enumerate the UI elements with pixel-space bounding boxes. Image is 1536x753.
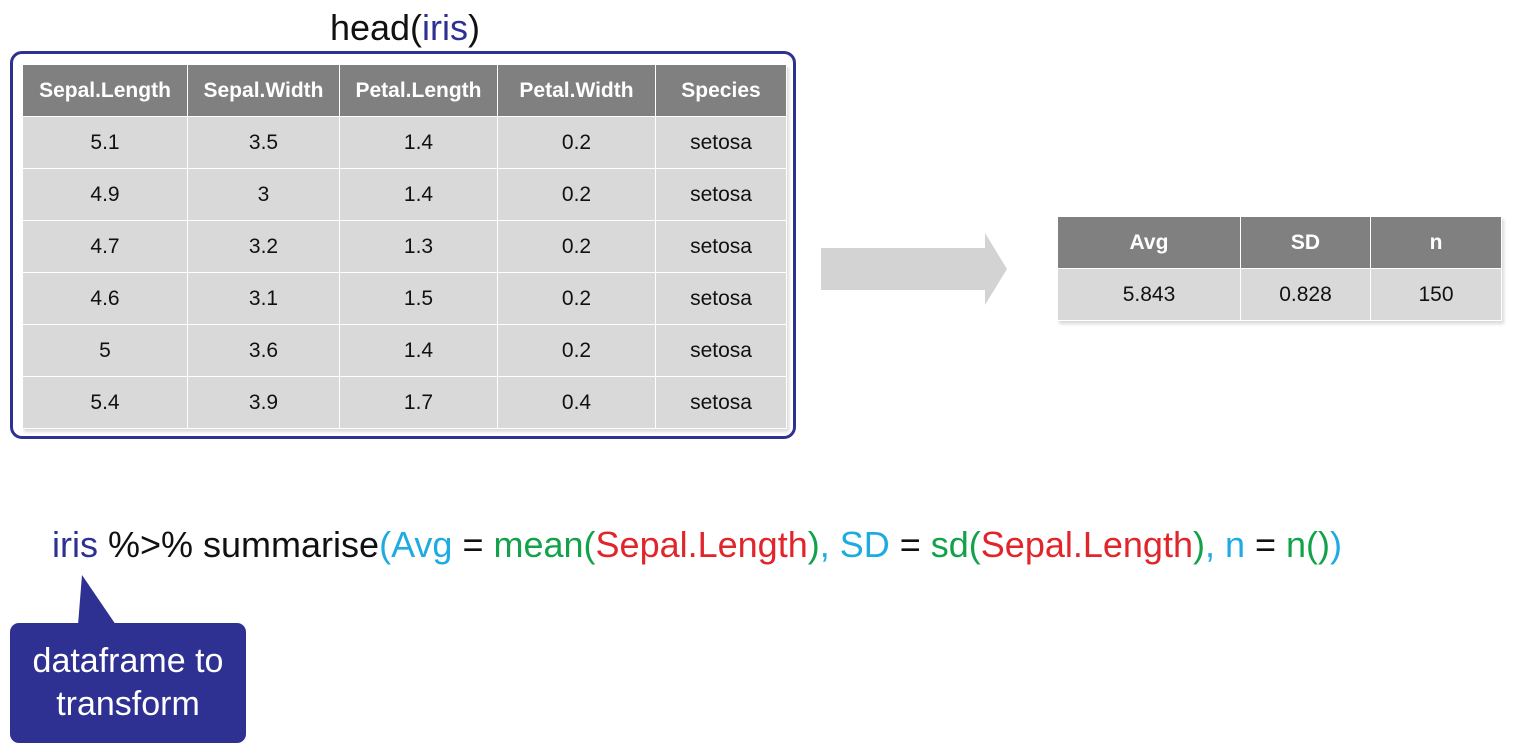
code-token: mean( xyxy=(493,524,596,565)
table-cell: 150 xyxy=(1370,268,1502,321)
code-token: ) xyxy=(1330,524,1343,565)
table-cell: 0.4 xyxy=(497,376,656,429)
summary-header-row: Avg SD n xyxy=(1057,216,1502,269)
table-cell: 5.4 xyxy=(22,376,188,429)
table-cell: 0.2 xyxy=(497,220,656,273)
arrow-shape xyxy=(821,233,1007,305)
table-cell: 1.7 xyxy=(339,376,498,429)
table-cell: 1.4 xyxy=(339,116,498,169)
table-cell: 0.2 xyxy=(497,116,656,169)
header-avg: Avg xyxy=(1057,216,1241,269)
table-row: 4.7 3.2 1.3 0.2 setosa xyxy=(22,220,787,273)
code-token: , SD xyxy=(819,524,890,565)
table-cell: 0.2 xyxy=(497,324,656,377)
title-prefix: head( xyxy=(329,7,423,48)
callout-pointer xyxy=(78,575,116,625)
table-cell: 1.4 xyxy=(339,168,498,221)
summarise-code-line: iris %>% summarise(Avg = mean(Sepal.Leng… xyxy=(52,520,1342,570)
title-suffix: ) xyxy=(468,7,481,48)
header-sepal-width: Sepal.Width xyxy=(187,64,340,117)
table-cell: 4.9 xyxy=(22,168,188,221)
table-cell: setosa xyxy=(655,324,787,377)
code-token: ) xyxy=(1192,524,1205,565)
code-token: %>% summarise xyxy=(97,524,380,565)
table-cell: setosa xyxy=(655,272,787,325)
table-cell: 0.2 xyxy=(497,168,656,221)
callout-line-1: dataframe to xyxy=(32,642,224,680)
table-row: 5.1 3.5 1.4 0.2 setosa xyxy=(22,116,787,169)
header-n: n xyxy=(1370,216,1502,269)
header-sepal-length: Sepal.Length xyxy=(22,64,188,117)
iris-header-row: Sepal.Length Sepal.Width Petal.Length Pe… xyxy=(22,64,787,117)
header-petal-length: Petal.Length xyxy=(339,64,498,117)
right-arrow-icon xyxy=(821,233,1007,305)
table-cell: 3.1 xyxy=(187,272,340,325)
summary-table: Avg SD n 5.843 0.828 150 xyxy=(1057,216,1502,321)
table-cell: 4.6 xyxy=(22,272,188,325)
code-token: Sepal.Length xyxy=(595,524,808,565)
table-row: 4.9 3 1.4 0.2 setosa xyxy=(22,168,787,221)
code-token: n() xyxy=(1286,524,1331,565)
table-cell: 5.1 xyxy=(22,116,188,169)
table-row: 4.6 3.1 1.5 0.2 setosa xyxy=(22,272,787,325)
code-token: Avg xyxy=(391,524,453,565)
table-cell: 0.2 xyxy=(497,272,656,325)
table-cell: setosa xyxy=(655,376,787,429)
table-cell: 3.6 xyxy=(187,324,340,377)
table-cell: setosa xyxy=(655,168,787,221)
code-token: = xyxy=(452,524,494,565)
table-row: 5 3.6 1.4 0.2 setosa xyxy=(22,324,787,377)
iris-table: Sepal.Length Sepal.Width Petal.Length Pe… xyxy=(22,64,787,429)
table-cell: 1.5 xyxy=(339,272,498,325)
dataframe-callout: dataframe to transform xyxy=(10,623,246,743)
table-cell: 3.5 xyxy=(187,116,340,169)
table-cell: 5 xyxy=(22,324,188,377)
code-token: Sepal.Length xyxy=(980,524,1193,565)
table-cell: 1.4 xyxy=(339,324,498,377)
table-cell: 0.828 xyxy=(1240,268,1371,321)
table-cell: setosa xyxy=(655,116,787,169)
callout-pointer-shape xyxy=(78,575,116,625)
table-cell: 3 xyxy=(187,168,340,221)
table-cell: 4.7 xyxy=(22,220,188,273)
table-cell: 3.2 xyxy=(187,220,340,273)
table-cell: 1.3 xyxy=(339,220,498,273)
table-row: 5.4 3.9 1.7 0.4 setosa xyxy=(22,376,787,429)
code-token: sd( xyxy=(930,524,981,565)
table-cell: 3.9 xyxy=(187,376,340,429)
code-token: ) xyxy=(807,524,820,565)
code-token: iris xyxy=(52,524,98,565)
header-petal-width: Petal.Width xyxy=(497,64,656,117)
code-token: ( xyxy=(379,524,392,565)
code-token: = xyxy=(889,524,931,565)
head-iris-title: head(iris) xyxy=(0,6,810,50)
header-species: Species xyxy=(655,64,787,117)
table-cell: 5.843 xyxy=(1057,268,1241,321)
table-row: 5.843 0.828 150 xyxy=(1057,268,1502,321)
code-token: , n xyxy=(1204,524,1245,565)
callout-line-2: transform xyxy=(56,685,200,723)
table-cell: setosa xyxy=(655,220,787,273)
header-sd: SD xyxy=(1240,216,1371,269)
code-token: = xyxy=(1245,524,1287,565)
title-arg: iris xyxy=(422,7,469,48)
